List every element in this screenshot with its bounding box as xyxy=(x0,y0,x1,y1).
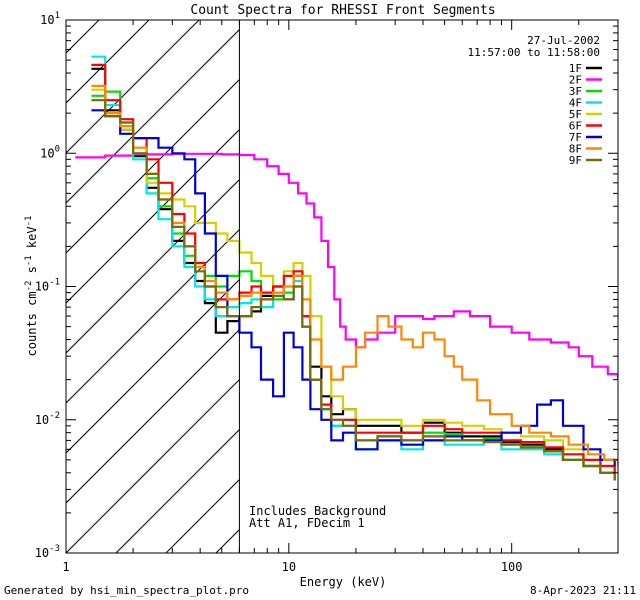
hatch-line xyxy=(66,228,240,404)
date-label: 27-Jul-2002 xyxy=(527,34,600,47)
legend-label-9F: 9F xyxy=(569,154,582,167)
hatch-line xyxy=(316,0,640,553)
legend-label-5F: 5F xyxy=(569,108,582,121)
hatch-line xyxy=(66,378,240,553)
timestamp-label: 8-Apr-2023 21:11 xyxy=(530,584,636,597)
x-axis-label: Energy (keV) xyxy=(300,575,387,589)
x-tick-label: 100 xyxy=(501,560,523,574)
y-tick-label: 101 xyxy=(40,11,60,27)
y-tick-labels: 10-3 10-2 10-1 100 101 xyxy=(35,11,60,560)
legend-label-6F: 6F xyxy=(569,120,582,133)
x-tick-labels: 1 10 100 xyxy=(62,560,522,574)
y-axis-label: counts cm-2 s-1 keV-1 xyxy=(24,216,39,357)
series-line-2F xyxy=(75,152,618,380)
legend-label-8F: 8F xyxy=(569,143,582,156)
legend-label-3F: 3F xyxy=(569,85,582,98)
x-tick-label: 1 xyxy=(62,560,69,574)
y-tick-label: 10-1 xyxy=(35,278,60,294)
hatch-line xyxy=(66,20,150,104)
hatch-line xyxy=(66,128,240,304)
legend-label-4F: 4F xyxy=(569,97,582,110)
axis-ticks xyxy=(65,19,619,554)
shaded-region-hatch xyxy=(66,0,640,553)
series-line-6F xyxy=(91,63,616,473)
time-range-label: 11:57:00 to 11:58:00 xyxy=(468,46,600,59)
legend-label-1F: 1F xyxy=(569,62,582,75)
plot-frame xyxy=(65,19,619,554)
y-tick-label: 100 xyxy=(40,144,60,160)
hatch-line xyxy=(66,20,200,154)
series-line-7F xyxy=(91,109,616,466)
legend-label-7F: 7F xyxy=(569,131,582,144)
hatch-line xyxy=(66,178,240,354)
chart-title: Count Spectra for RHESSI Front Segments xyxy=(190,3,495,18)
note-attenuator: Att A1, FDecim 1 xyxy=(249,516,365,530)
hatch-line xyxy=(66,328,240,504)
series-layer xyxy=(75,55,618,481)
legend-label-2F: 2F xyxy=(569,74,582,87)
hatch-line xyxy=(266,0,640,553)
y-tick-label: 10-2 xyxy=(35,411,60,427)
x-tick-label: 10 xyxy=(282,560,296,574)
y-tick-label: 10-3 xyxy=(35,544,60,560)
hatch-line xyxy=(66,28,240,204)
note-background: Includes Background xyxy=(249,504,386,518)
series-line-9F xyxy=(91,99,616,481)
hatch-line xyxy=(115,428,240,553)
generated-by-label: Generated by hsi_min_spectra_plot.pro xyxy=(4,584,249,597)
